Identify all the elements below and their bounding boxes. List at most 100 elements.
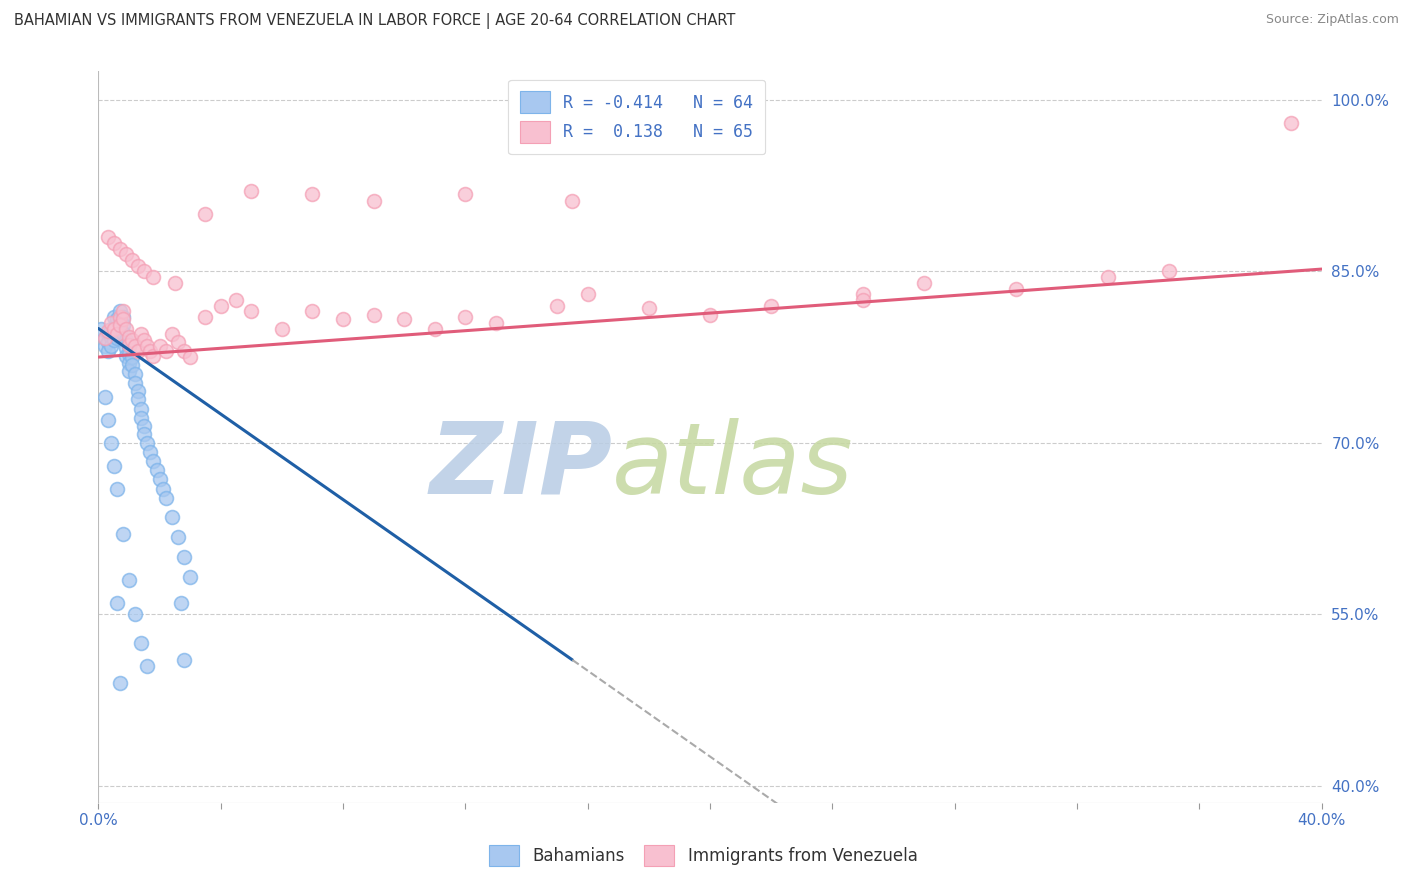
Point (121, 350, 143, 364)
Point (103, 310, 125, 324)
Point (852, 287, 875, 301)
Point (136, 658, 159, 673)
Point (167, 335, 190, 350)
Point (97, 327, 120, 342)
Point (97, 344, 120, 359)
Point (105, 327, 128, 342)
Point (134, 264, 156, 278)
Point (561, 194, 583, 208)
Point (173, 344, 195, 359)
Point (118, 356, 141, 370)
Point (134, 333, 156, 347)
Point (392, 312, 416, 326)
Point (111, 312, 134, 326)
Point (108, 242, 131, 256)
Point (155, 491, 177, 505)
Point (179, 350, 201, 364)
Point (105, 331, 128, 345)
Point (129, 636, 152, 650)
Point (97, 324, 120, 338)
Point (124, 607, 146, 622)
Point (97, 413, 120, 427)
Point (332, 312, 354, 326)
Point (97, 335, 120, 350)
Point (1004, 281, 1026, 295)
Point (103, 324, 125, 338)
Point (454, 186, 477, 201)
Point (93, 331, 115, 345)
Point (111, 326, 134, 340)
Point (118, 329, 141, 343)
Point (134, 426, 156, 441)
Point (240, 304, 263, 318)
Point (124, 339, 146, 353)
Point (97, 230, 120, 244)
Point (108, 329, 131, 343)
Point (115, 341, 138, 355)
Point (111, 310, 134, 324)
Point (173, 550, 195, 565)
Point (111, 318, 134, 332)
Point (699, 308, 721, 322)
Point (118, 339, 141, 353)
Point (129, 327, 152, 342)
Point (546, 299, 568, 313)
Point (121, 333, 143, 347)
Point (225, 293, 247, 307)
Point (142, 270, 165, 285)
Point (127, 384, 149, 399)
Point (134, 418, 156, 433)
Point (115, 321, 138, 335)
Point (105, 312, 128, 326)
Point (108, 312, 131, 326)
Point (129, 401, 152, 416)
Point (139, 344, 162, 359)
Point (93, 331, 115, 345)
Point (209, 299, 232, 313)
Point (139, 445, 162, 459)
Point (167, 529, 190, 543)
Point (179, 569, 201, 583)
Point (105, 321, 128, 335)
Text: BAHAMIAN VS IMMIGRANTS FROM VENEZUELA IN LABOR FORCE | AGE 20-64 CORRELATION CHA: BAHAMIAN VS IMMIGRANTS FROM VENEZUELA IN… (14, 13, 735, 29)
Text: Source: ZipAtlas.com: Source: ZipAtlas.com (1265, 13, 1399, 27)
Point (103, 458, 125, 473)
Point (100, 316, 122, 330)
Point (576, 287, 599, 301)
Point (118, 346, 141, 360)
Point (127, 344, 149, 359)
Point (363, 194, 385, 208)
Point (108, 321, 131, 335)
Point (100, 339, 122, 353)
Point (108, 310, 131, 324)
Point (129, 410, 152, 425)
Point (118, 337, 141, 351)
Point (301, 304, 323, 318)
Point (136, 339, 159, 353)
Point (105, 596, 128, 610)
Point (454, 310, 477, 324)
Point (121, 358, 143, 372)
Point (149, 339, 172, 353)
Point (124, 368, 146, 382)
Point (160, 327, 183, 342)
Point (240, 185, 263, 199)
Point (100, 321, 122, 335)
Point (108, 675, 131, 690)
Point (759, 299, 782, 313)
Point (108, 318, 131, 332)
Point (1097, 270, 1119, 285)
Point (301, 186, 323, 201)
Point (124, 376, 146, 391)
Point (163, 276, 186, 290)
Point (115, 247, 138, 261)
Point (155, 344, 177, 359)
Point (105, 482, 128, 496)
Point (149, 472, 172, 486)
Point (160, 510, 183, 524)
Point (1157, 264, 1180, 278)
Point (103, 333, 125, 347)
Point (912, 276, 935, 290)
Point (115, 333, 138, 347)
Point (121, 252, 143, 267)
